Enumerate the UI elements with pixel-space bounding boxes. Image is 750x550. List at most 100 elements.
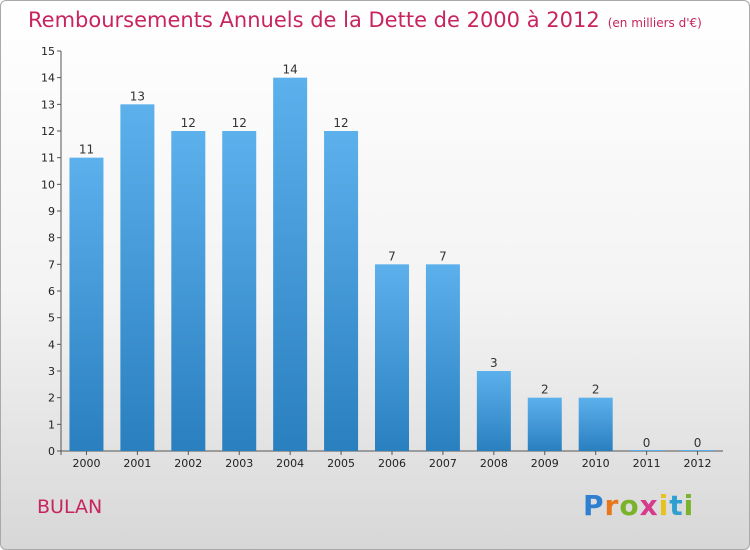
chart-title-main: Remboursements Annuels de la Dette de 20… xyxy=(28,8,600,32)
x-tick: 2000 xyxy=(72,451,100,470)
y-tick: 2 xyxy=(48,392,61,405)
chart-title-unit: (en milliers d'€) xyxy=(607,16,702,30)
bar-2000 xyxy=(69,157,104,451)
y-tick-label: 1 xyxy=(48,418,55,431)
logo-letter: x xyxy=(639,489,659,522)
x-tick-label: 2009 xyxy=(531,457,559,470)
x-tick: 2003 xyxy=(225,451,253,470)
y-tick: 9 xyxy=(48,205,61,218)
x-tick-label: 2004 xyxy=(276,457,304,470)
y-tick: 0 xyxy=(48,445,61,458)
data-label-2002: 12 xyxy=(181,116,196,130)
data-label-2004: 14 xyxy=(283,63,298,77)
y-tick: 1 xyxy=(48,418,61,431)
x-tick: 2009 xyxy=(531,451,559,470)
x-tick-label: 2010 xyxy=(582,457,610,470)
x-tick-label: 2003 xyxy=(225,457,253,470)
bar-2006 xyxy=(375,264,409,451)
logo-letter: r xyxy=(604,489,620,522)
x-tick-label: 2000 xyxy=(72,457,100,470)
x-tick: 2010 xyxy=(582,451,610,470)
x-tick-label: 2008 xyxy=(480,457,508,470)
y-tick-label: 8 xyxy=(48,232,55,245)
bar-2011 xyxy=(629,450,664,451)
logo-letter: t xyxy=(669,489,684,522)
y-tick: 15 xyxy=(41,45,61,58)
bar-2009 xyxy=(527,397,562,451)
logo-letter: i xyxy=(658,489,670,522)
data-label-2008: 3 xyxy=(490,356,498,370)
y-tick-label: 11 xyxy=(41,152,55,165)
bar-2010 xyxy=(578,397,613,451)
y-tick-label: 10 xyxy=(41,178,55,191)
x-tick-label: 2005 xyxy=(327,457,355,470)
x-tick: 2005 xyxy=(327,451,355,470)
chart-title: Remboursements Annuels de la Dette de 20… xyxy=(28,8,702,32)
y-tick: 6 xyxy=(48,285,61,298)
y-tick-label: 3 xyxy=(48,365,55,378)
bar-2003 xyxy=(222,131,257,451)
y-tick: 5 xyxy=(48,312,61,325)
data-label-2006: 7 xyxy=(388,249,396,263)
y-tick: 13 xyxy=(41,98,61,111)
chart-data-labels: 11 13 12 12 14 12 7 7 3 2 2 0 0 xyxy=(79,63,702,450)
data-label-2010: 2 xyxy=(592,383,600,397)
x-tick-label: 2006 xyxy=(378,457,406,470)
bar-2007 xyxy=(425,264,460,451)
bar-2012 xyxy=(680,450,715,451)
x-tick-label: 2011 xyxy=(633,457,661,470)
y-tick-label: 2 xyxy=(48,392,55,405)
x-tick: 2006 xyxy=(378,451,406,470)
x-tick: 2008 xyxy=(480,451,508,470)
x-tick-label: 2007 xyxy=(429,457,457,470)
y-tick: 11 xyxy=(41,152,61,165)
x-tick-label: 2012 xyxy=(684,457,712,470)
data-label-2007: 7 xyxy=(439,249,447,263)
y-tick-label: 12 xyxy=(41,125,55,138)
y-tick: 10 xyxy=(41,178,61,191)
bar-2001 xyxy=(120,104,155,451)
bar-2005 xyxy=(324,131,359,451)
x-tick: 2012 xyxy=(684,451,712,470)
proxiti-logo: Proxiti xyxy=(583,489,694,522)
data-label-2003: 12 xyxy=(232,116,247,130)
y-tick-label: 6 xyxy=(48,285,55,298)
y-tick-label: 15 xyxy=(41,45,55,58)
y-tick: 7 xyxy=(48,258,61,271)
y-tick-label: 0 xyxy=(48,445,55,458)
y-tick: 8 xyxy=(48,232,61,245)
x-tick: 2001 xyxy=(123,451,151,470)
y-tick-label: 14 xyxy=(41,72,55,85)
x-tick-label: 2001 xyxy=(123,457,151,470)
y-tick: 12 xyxy=(41,125,61,138)
data-label-2009: 2 xyxy=(541,383,549,397)
chart-bars xyxy=(69,77,715,452)
x-tick: 2004 xyxy=(276,451,304,470)
y-tick-label: 5 xyxy=(48,312,55,325)
x-tick: 2011 xyxy=(633,451,661,470)
y-tick: 4 xyxy=(48,338,61,351)
x-tick: 2007 xyxy=(429,451,457,470)
bar-2004 xyxy=(273,77,308,452)
y-tick: 3 xyxy=(48,365,61,378)
bar-2002 xyxy=(171,131,206,451)
y-tick-label: 4 xyxy=(48,338,55,351)
data-label-2012: 0 xyxy=(694,436,702,450)
y-tick: 14 xyxy=(41,72,61,85)
data-label-2000: 11 xyxy=(79,143,94,157)
x-tick-label: 2002 xyxy=(174,457,202,470)
logo-letter: o xyxy=(619,489,640,522)
data-label-2001: 13 xyxy=(130,89,145,103)
y-tick-label: 13 xyxy=(41,98,55,111)
bar-2008 xyxy=(476,371,511,451)
location-name: BULAN xyxy=(37,496,103,518)
y-tick-label: 7 xyxy=(48,258,55,271)
data-label-2011: 0 xyxy=(643,436,651,450)
logo-letter: i xyxy=(683,489,695,522)
logo-letter: P xyxy=(583,489,605,522)
x-tick: 2002 xyxy=(174,451,202,470)
y-tick-label: 9 xyxy=(48,205,55,218)
